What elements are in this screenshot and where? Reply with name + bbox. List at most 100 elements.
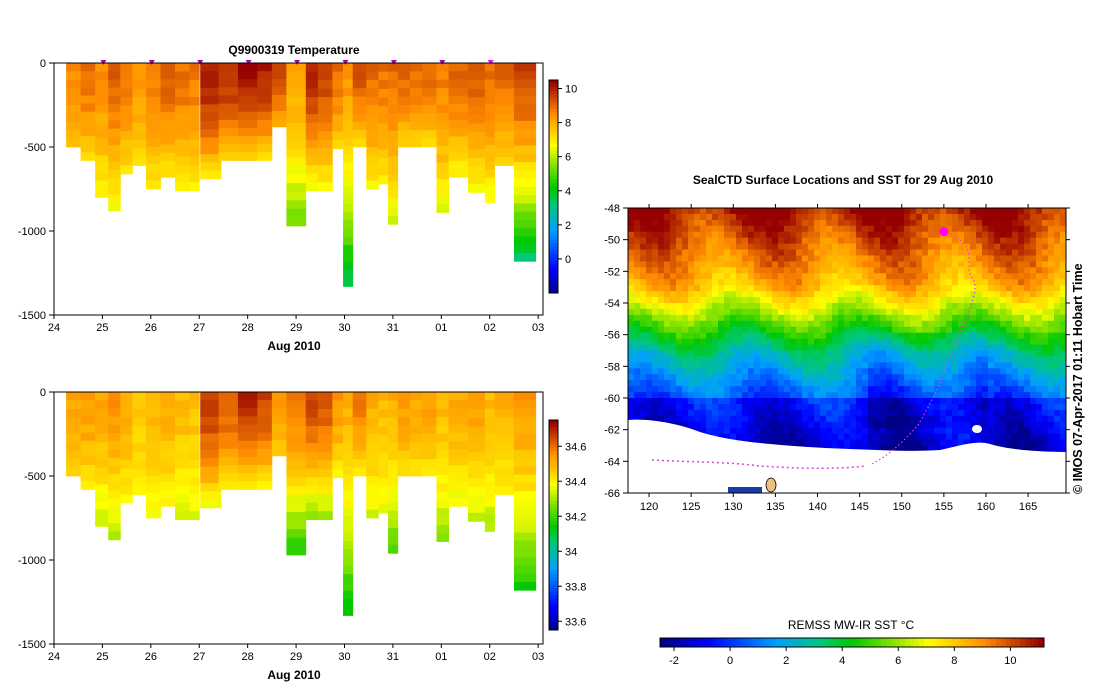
sst-cell: [760, 421, 767, 429]
sst-cell: [1048, 439, 1055, 446]
sst-cell: [766, 320, 773, 328]
sst-cell: [904, 374, 911, 381]
sst-cell: [730, 332, 737, 340]
profile-cell: [80, 473, 96, 482]
profile-cell: [132, 139, 147, 149]
sst-cell: [718, 314, 725, 322]
lon-tick-label: 120: [640, 501, 658, 513]
sst-cell: [832, 279, 839, 286]
sst-cell: [928, 219, 935, 227]
sst-cell: [730, 291, 737, 298]
profile-cell: [317, 392, 333, 401]
sst-cell: [952, 409, 959, 417]
sst-cell: [694, 403, 701, 411]
sst-cell: [754, 279, 761, 286]
sst-cell: [814, 303, 821, 310]
sst-cell: [820, 208, 827, 215]
sst-cell: [676, 344, 683, 351]
sst-cell: [778, 243, 785, 250]
sst-cell: [1000, 427, 1007, 435]
sst-cell: [784, 231, 791, 239]
profile-cell: [484, 392, 495, 401]
sst-cell: [682, 208, 689, 215]
sst-cell: [982, 291, 989, 298]
sst-cell: [820, 380, 827, 387]
profile-cell: [366, 408, 379, 418]
sst-cell: [850, 273, 857, 280]
sst-cell: [670, 362, 677, 369]
sst-cell: [754, 356, 761, 363]
sst-colorbar-swatch: [708, 638, 714, 647]
sst-cell: [658, 332, 665, 340]
profile-cell: [80, 400, 96, 409]
sst-cell: [928, 243, 935, 250]
sst-cell: [946, 326, 953, 334]
colorbar-swatch: [549, 207, 558, 212]
profile-cell: [189, 485, 200, 495]
sst-cell: [772, 320, 779, 328]
sst-cell: [754, 362, 761, 369]
sst-cell: [982, 320, 989, 328]
sst-cell: [982, 332, 989, 340]
sst-cell: [994, 415, 1001, 423]
sst-cell: [634, 368, 641, 375]
sst-cell: [892, 320, 899, 328]
sst-cell: [988, 231, 995, 239]
sst-cell: [904, 421, 911, 429]
sst-cell: [1042, 291, 1049, 298]
profile-cell: [66, 88, 82, 97]
sst-cell: [862, 273, 869, 280]
sst-cell: [856, 261, 863, 268]
profile-cell: [218, 456, 239, 466]
sst-cell: [772, 386, 779, 393]
profile-cell: [436, 400, 449, 410]
profile-cell: [257, 440, 273, 450]
sst-cell: [712, 243, 719, 250]
sst-cell: [994, 344, 1001, 351]
sst-cell: [952, 213, 959, 221]
sst-cell: [1000, 332, 1007, 340]
sst-cell: [964, 314, 971, 322]
sst-cell: [1036, 368, 1043, 375]
sst-cell: [736, 374, 743, 381]
sst-cell: [868, 273, 875, 280]
sst-cell: [754, 261, 761, 268]
sst-cell: [940, 439, 947, 446]
sst-cell: [1018, 374, 1025, 381]
sst-cell: [982, 225, 989, 233]
profile-column: [421, 392, 437, 477]
sst-cell: [946, 279, 953, 286]
sst-cell: [1006, 433, 1013, 440]
sst-cell: [862, 368, 869, 375]
sst-cell: [1042, 344, 1049, 351]
sst-cell: [904, 326, 911, 334]
sst-cell: [994, 320, 1001, 328]
profile-cell: [366, 180, 379, 190]
sst-cell: [772, 314, 779, 322]
sst-cell: [676, 231, 683, 239]
sst-cell: [784, 308, 791, 316]
sst-cell: [958, 320, 965, 328]
sst-cell: [1030, 208, 1037, 215]
sst-cell: [802, 409, 809, 417]
sst-cell: [856, 374, 863, 381]
sst-cell: [1012, 308, 1019, 316]
sst-cell: [874, 320, 881, 328]
sst-cell: [820, 243, 827, 250]
sst-cell: [940, 338, 947, 345]
sst-cell: [658, 403, 665, 411]
sst-cell: [772, 208, 779, 215]
sst-cell: [658, 291, 665, 298]
profile-cell: [397, 121, 411, 131]
sst-cell: [736, 356, 743, 363]
sst-cell: [1012, 374, 1019, 381]
sst-cell: [634, 314, 641, 322]
profile-cell: [175, 485, 190, 495]
profile-cell: [421, 63, 437, 72]
sst-cell: [706, 326, 713, 334]
x-tick-label: 30: [338, 651, 350, 663]
profile-column: [332, 63, 344, 150]
sst-cell: [694, 237, 701, 245]
sst-cell: [700, 380, 707, 387]
sst-cell: [868, 350, 875, 357]
